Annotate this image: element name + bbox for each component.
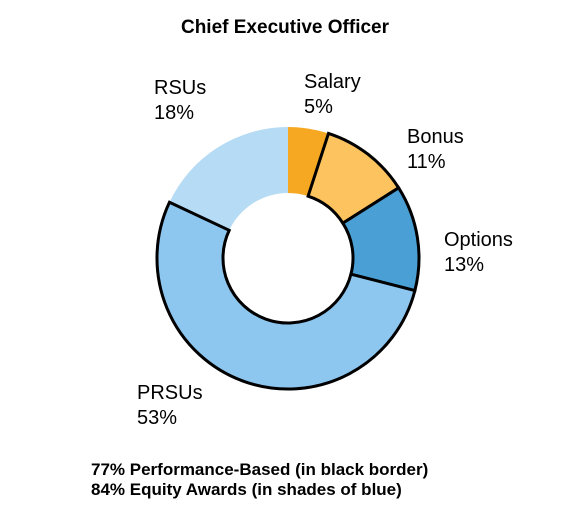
footnote-equity-awards: 84% Equity Awards (in shades of blue) [91, 480, 402, 499]
slice-salary [288, 127, 329, 197]
slice-label-salary: Salary 5% [304, 70, 361, 120]
slice-label-value: 5% [304, 96, 333, 118]
slice-rsus [169, 127, 288, 231]
slice-label-name: RSUs [154, 77, 207, 99]
slice-label-rsus: RSUs 18% [154, 76, 206, 126]
slice-label-value: 18% [154, 102, 195, 124]
slice-label-name: PRSUs [137, 382, 203, 404]
slice-label-value: 13% [444, 254, 485, 276]
slice-label-value: 53% [137, 407, 178, 429]
slice-label-name: Salary [304, 71, 361, 93]
chart-footnotes: 77% Performance-Based (in black border) … [91, 460, 428, 500]
slice-label-options: Options 13% [444, 228, 513, 278]
footnote-performance-based: 77% Performance-Based (in black border) [91, 460, 429, 479]
slice-label-name: Bonus [407, 126, 464, 148]
donut-slices [155, 127, 421, 391]
slice-label-value: 11% [407, 151, 446, 173]
chart-title: Chief Executive Officer [180, 17, 390, 38]
slice-label-prsus: PRSUs 53% [137, 381, 203, 431]
slice-prsus [155, 200, 417, 391]
slice-label-bonus: Bonus 11% [407, 125, 464, 175]
slice-label-name: Options [444, 229, 513, 251]
